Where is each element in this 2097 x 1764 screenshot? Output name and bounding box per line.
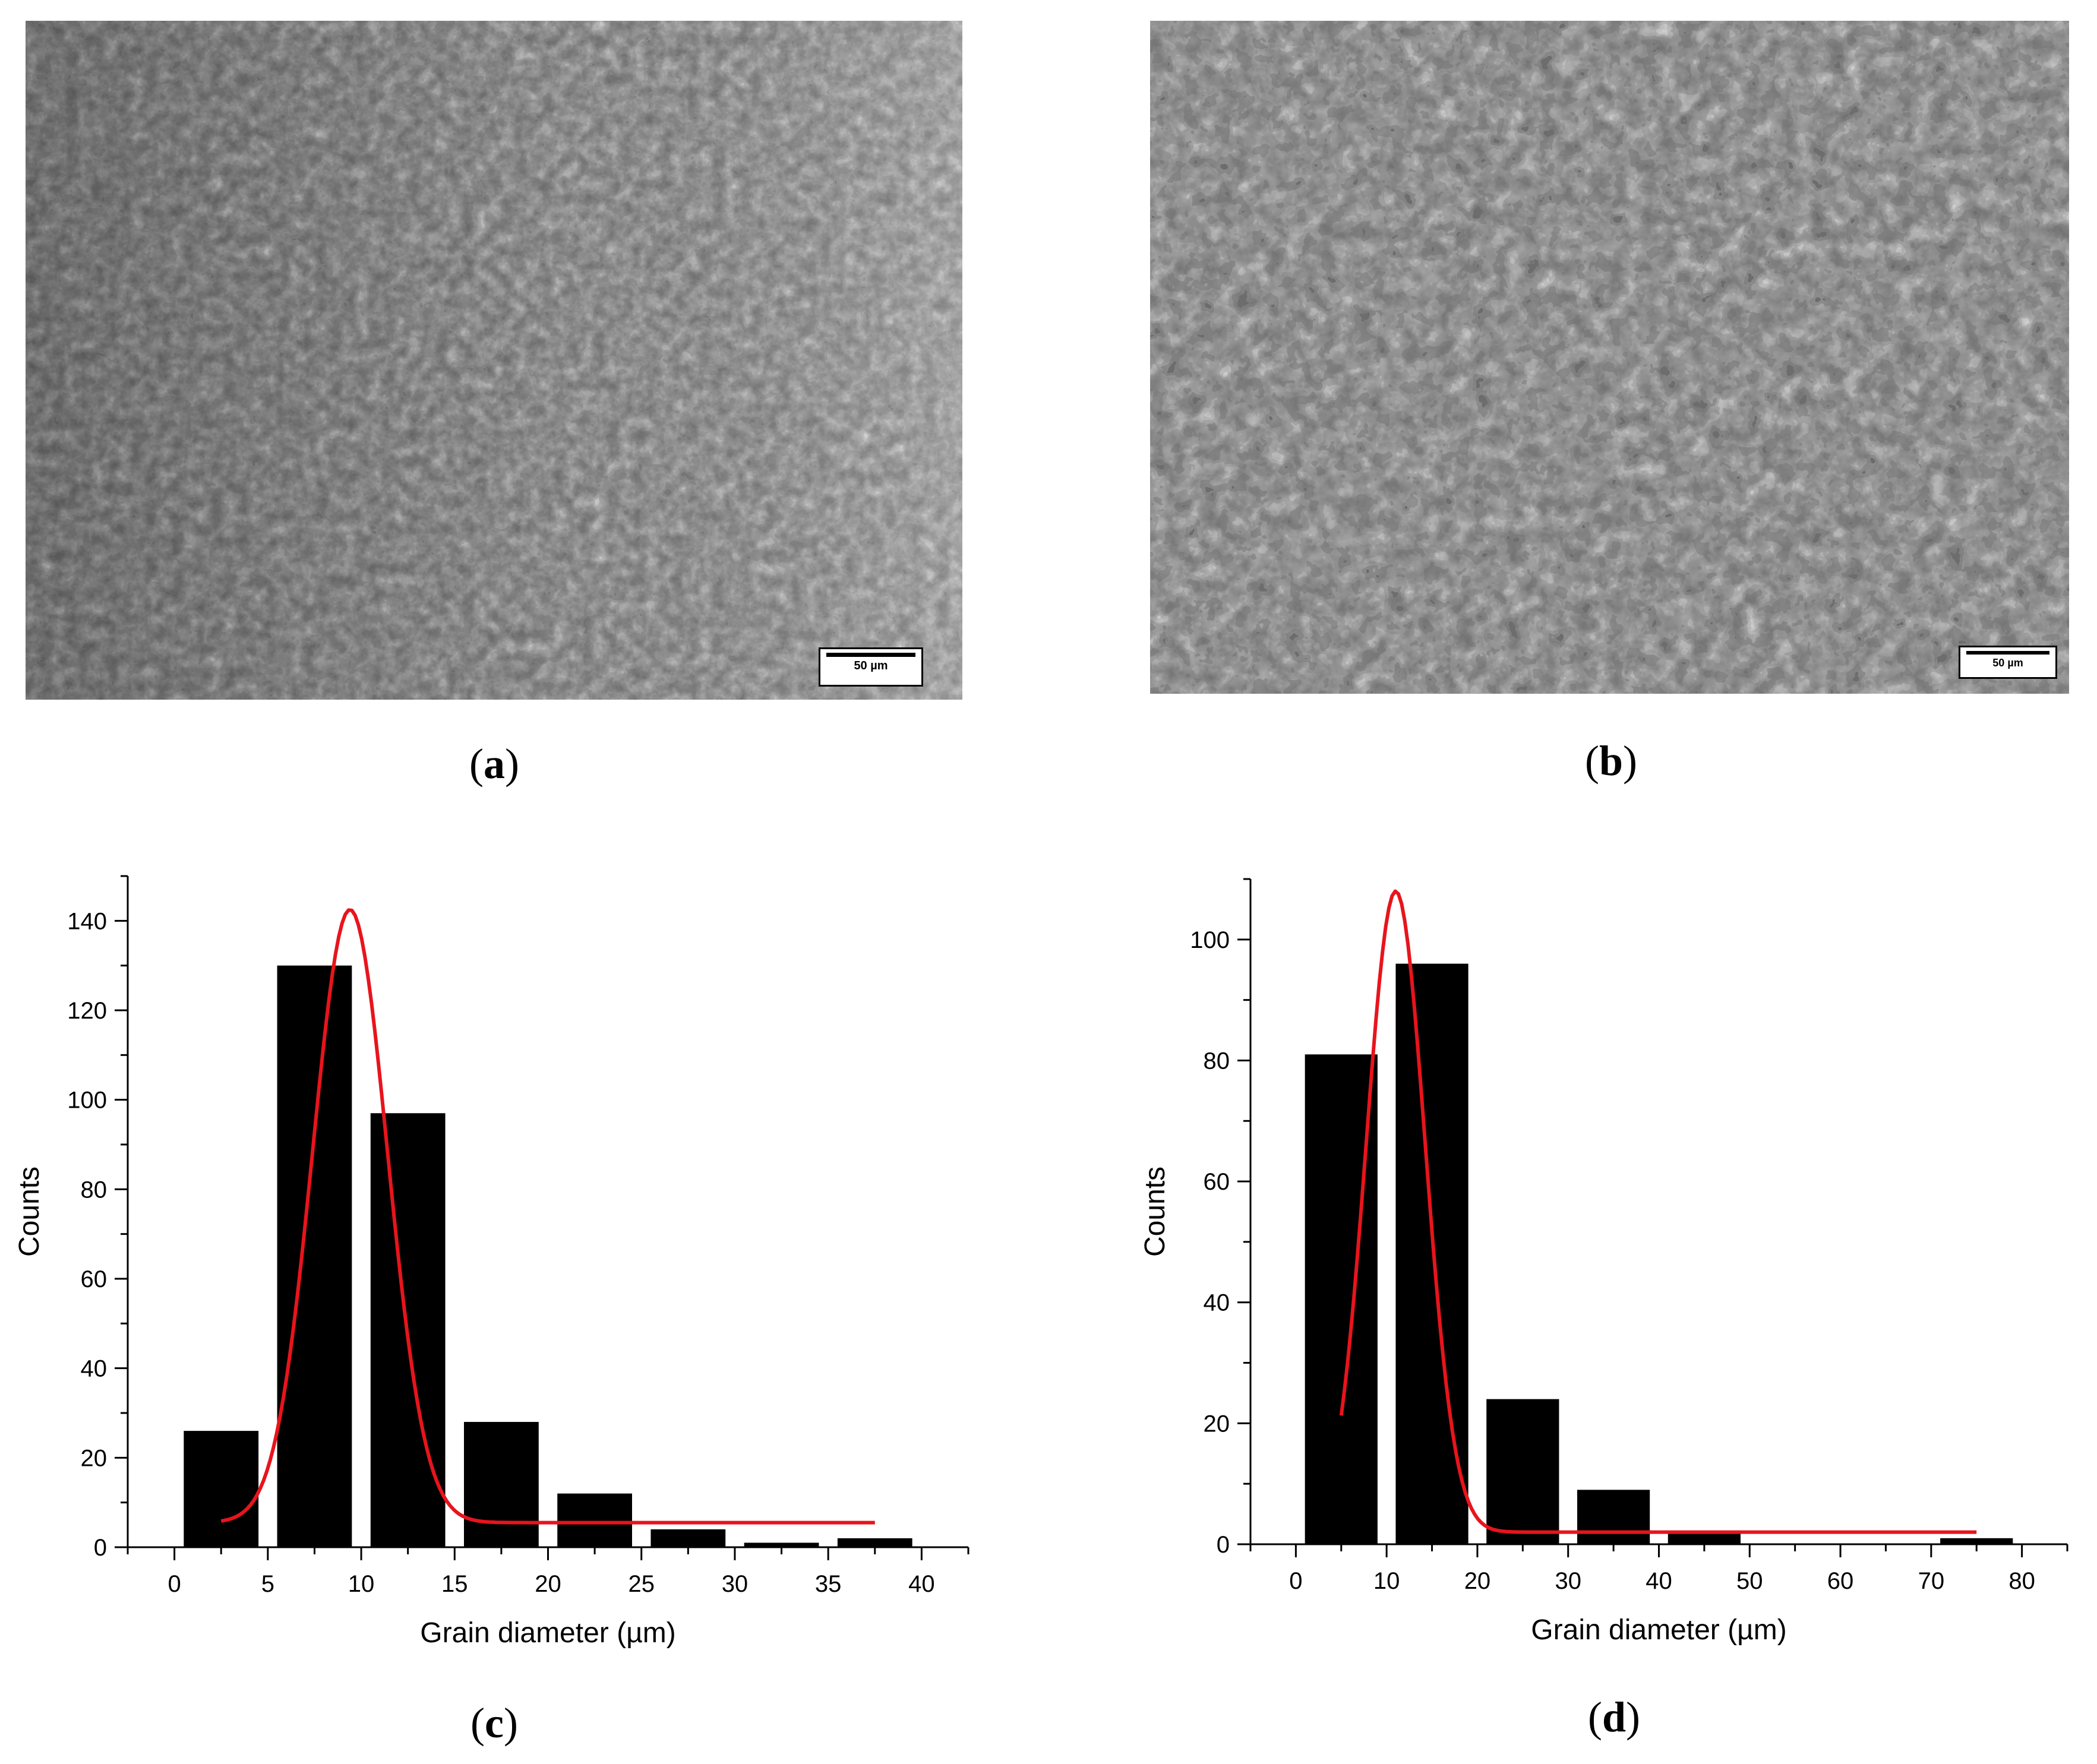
caption-b: (b) xyxy=(1522,736,1700,786)
chart-d-x-tick-label-5: 50 xyxy=(1736,1568,1763,1594)
caption-c-letter: c xyxy=(485,1699,504,1747)
chart-d-y-tick-label-2: 40 xyxy=(1204,1290,1230,1316)
chart-d-x-tick-label-1: 10 xyxy=(1373,1568,1400,1594)
chart-c-y-tick-label-1: 20 xyxy=(81,1445,108,1471)
chart-c-fit-curve xyxy=(220,908,875,1525)
chart-c-bar-0 xyxy=(184,1431,259,1547)
chart-c-y-tick-label-3: 60 xyxy=(81,1266,108,1292)
caption-b-letter: b xyxy=(1599,737,1624,785)
micrograph-a-image xyxy=(26,21,962,700)
chart-d-x-tick-label-8: 80 xyxy=(2008,1568,2035,1594)
scale-bar-b: 50 µm xyxy=(1959,646,2057,679)
chart-d-y-tick-label-5: 100 xyxy=(1190,927,1230,953)
histogram-d-svg: 0 10 20 30 40 50 60 70 80 0 20 40 60 80 100 Grain diame… xyxy=(1139,878,2068,1646)
chart-d-fit-curve xyxy=(1339,889,1977,1534)
chart-c-bar-3 xyxy=(464,1422,539,1547)
caption-c-close: ) xyxy=(503,1699,518,1747)
chart-d-y-tick-label-1: 20 xyxy=(1204,1411,1230,1437)
chart-d-x-tick-label-7: 70 xyxy=(1918,1568,1945,1594)
chart-d-x-title: Grain diameter (µm) xyxy=(1531,1614,1786,1646)
micrograph-b-image xyxy=(1150,21,2069,694)
chart-c-x-tick-label-1: 5 xyxy=(261,1571,274,1597)
chart-c-x-tick-label-0: 0 xyxy=(168,1571,181,1597)
caption-d-close: ) xyxy=(1626,1693,1640,1741)
chart-c-bar-4 xyxy=(557,1493,632,1547)
caption-d-letter: d xyxy=(1602,1693,1627,1741)
caption-c-open: ( xyxy=(470,1699,485,1747)
chart-c-y-tick-label-5: 100 xyxy=(67,1088,107,1114)
chart-c-bar-1 xyxy=(277,965,352,1547)
chart-c-y-tick-label-0: 0 xyxy=(94,1535,107,1561)
chart-c-y-tick-label-2: 40 xyxy=(81,1356,108,1382)
chart-c-bar-7 xyxy=(837,1538,912,1547)
chart-c-x-tick-label-3: 15 xyxy=(441,1571,468,1597)
chart-c-x-tick-label-7: 35 xyxy=(815,1571,842,1597)
chart-d-bar-5 xyxy=(1940,1538,2013,1544)
chart-c-bar-6 xyxy=(744,1542,819,1547)
chart-d-x-tick-label-6: 60 xyxy=(1827,1568,1854,1594)
chart-c-x-tick-label-8: 40 xyxy=(908,1571,935,1597)
chart-c-x-tick-label-5: 25 xyxy=(628,1571,655,1597)
chart-d-y-tick-label-4: 80 xyxy=(1204,1048,1230,1074)
caption-d: (d) xyxy=(1525,1693,1703,1742)
caption-a-open: ( xyxy=(469,740,484,788)
chart-c-x-tick-label-6: 30 xyxy=(722,1571,749,1597)
chart-c-bar-5 xyxy=(650,1529,726,1547)
chart-d-bar-4 xyxy=(1668,1532,1741,1544)
chart-c-y-tick-label-4: 80 xyxy=(81,1177,108,1203)
chart-d-x-tick-label-3: 30 xyxy=(1555,1568,1581,1594)
chart-d-bar-2 xyxy=(1486,1399,1559,1544)
histogram-c-svg: 0 5 10 15 20 25 30 35 40 0 20 40 60 80 100 120 140 Grain … xyxy=(14,875,969,1649)
chart-d-y-tick-label-0: 0 xyxy=(1217,1532,1230,1558)
caption-c: (c) xyxy=(405,1699,583,1748)
scale-bar-a-label: 50 µm xyxy=(854,659,888,672)
caption-d-open: ( xyxy=(1587,1693,1602,1741)
caption-a: (a) xyxy=(405,739,583,789)
caption-a-close: ) xyxy=(505,740,519,788)
chart-d-x-tick-label-2: 20 xyxy=(1464,1568,1491,1594)
histogram-c: 0 5 10 15 20 25 30 35 40 0 20 40 60 80 100 120 140 Grain … xyxy=(0,843,998,1675)
chart-d-x-tick-label-0: 0 xyxy=(1289,1568,1302,1594)
chart-c-x-tick-label-4: 20 xyxy=(535,1571,561,1597)
chart-d-bar-3 xyxy=(1577,1490,1650,1544)
chart-c-x-title: Grain diameter (µm) xyxy=(420,1617,675,1649)
chart-c-x-tick-label-2: 10 xyxy=(348,1571,375,1597)
scale-bar-b-label: 50 µm xyxy=(1992,657,2023,669)
scale-bar-a: 50 µm xyxy=(819,647,923,687)
chart-c-y-title: Counts xyxy=(14,1166,45,1257)
caption-b-open: ( xyxy=(1584,737,1599,785)
micrograph-b: 50 µm xyxy=(1150,21,2069,694)
micrograph-a: 50 µm xyxy=(26,21,962,700)
chart-c-y-tick-label-6: 120 xyxy=(67,998,107,1024)
chart-d-y-tick-label-3: 60 xyxy=(1204,1169,1230,1195)
chart-d-y-title: Counts xyxy=(1139,1166,1171,1257)
caption-b-close: ) xyxy=(1623,737,1637,785)
histogram-d: 0 10 20 30 40 50 60 70 80 0 20 40 60 80 100 Grain diame… xyxy=(1117,843,2097,1675)
chart-d-x-tick-label-4: 40 xyxy=(1646,1568,1672,1594)
chart-c-y-tick-label-7: 140 xyxy=(67,908,107,934)
caption-a-letter: a xyxy=(484,740,505,788)
